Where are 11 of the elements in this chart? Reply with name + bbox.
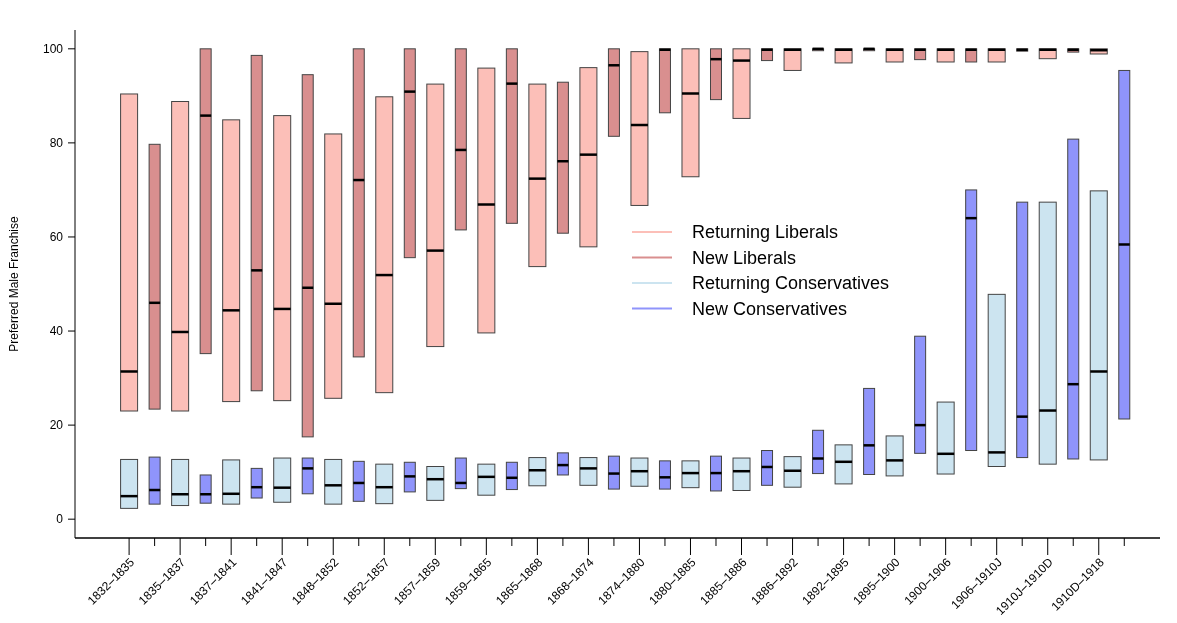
y-tick-label: 0 [56,512,64,527]
y-axis-title: Preferred Male Franchise [7,215,21,352]
legend-label: Returning Liberals [692,222,839,243]
legend-label: New Conservatives [692,298,848,319]
y-tick-label: 80 [49,136,64,151]
y-tick-label: 20 [49,418,64,433]
legend-label: New Liberals [692,247,797,268]
y-tick-label: 40 [49,324,64,339]
legend-label: Returning Conservatives [692,273,890,294]
y-tick-label: 100 [42,42,64,57]
y-tick-label: 60 [49,230,64,245]
